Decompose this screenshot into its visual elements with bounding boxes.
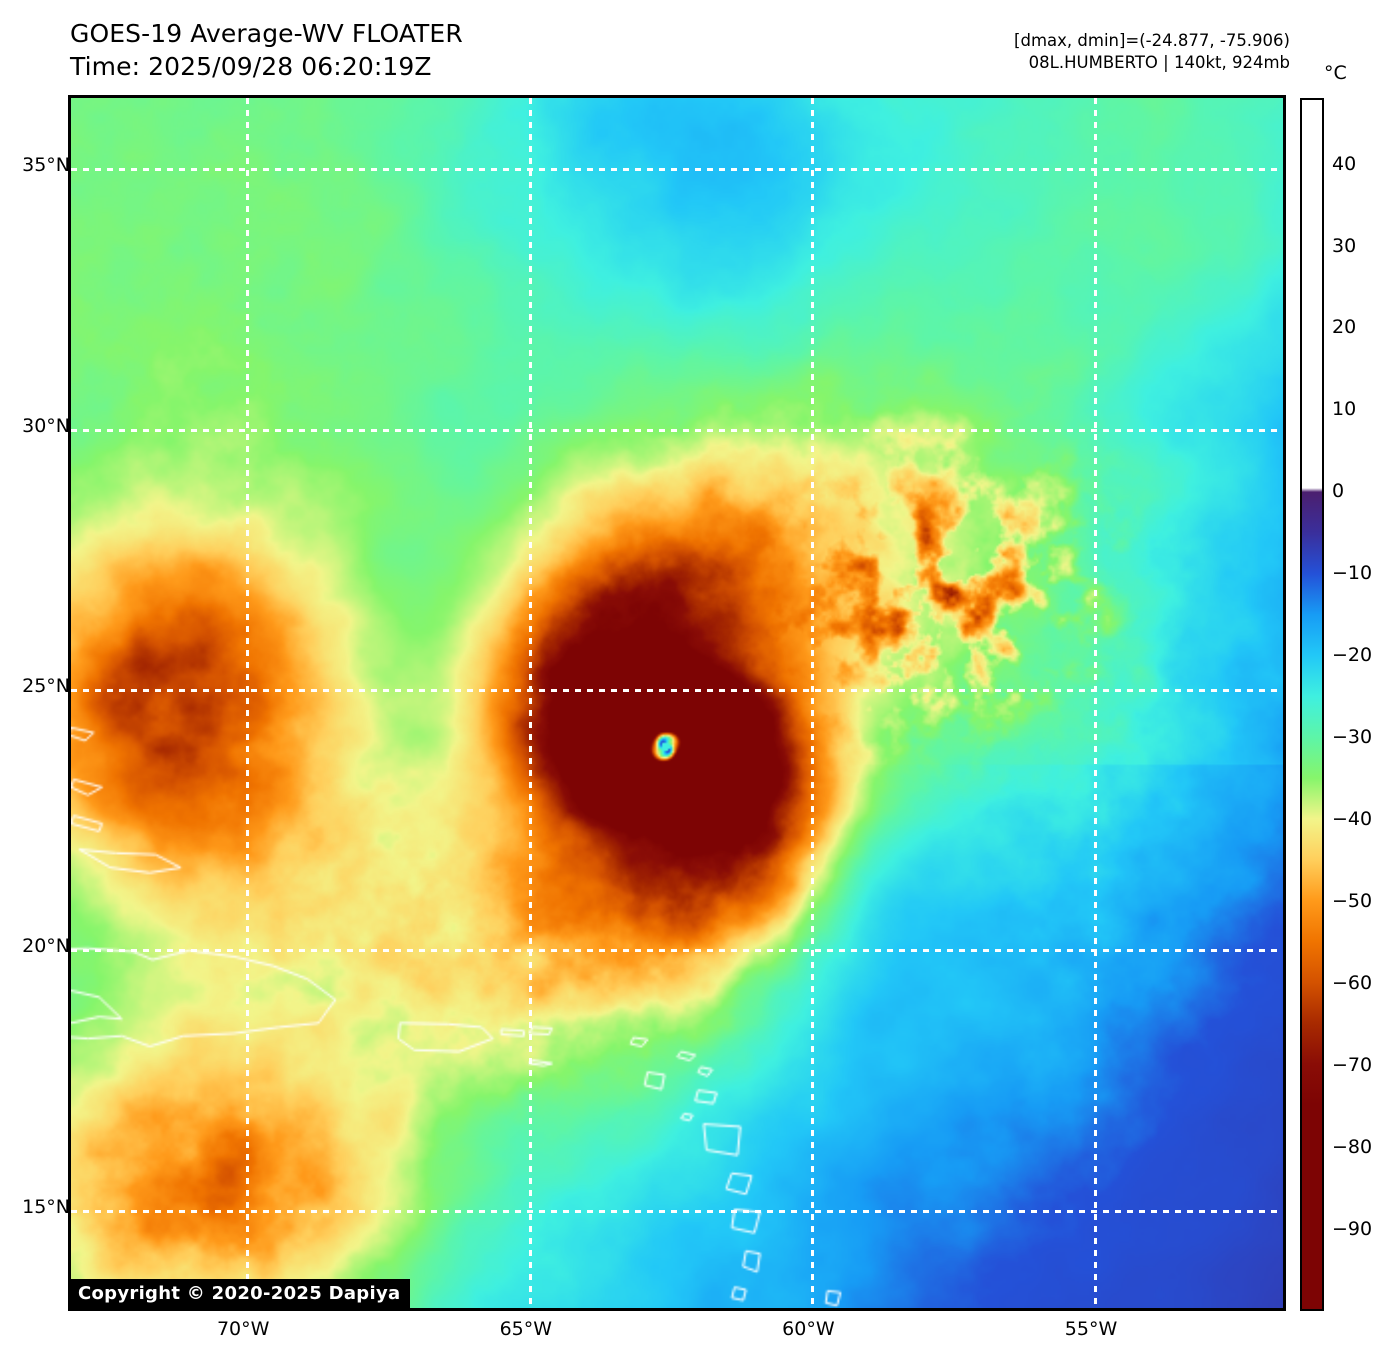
storm-info-text: 08L.HUMBERTO | 140kt, 924mb (1028, 53, 1290, 73)
header-title-block: GOES-19 Average-WV FLOATER Time: 2025/09… (70, 18, 463, 83)
lon-tick-label: 55°W (1064, 1318, 1118, 1340)
colorbar-tick-label: 20 (1332, 316, 1357, 339)
satellite-image-plot[interactable] (68, 95, 1286, 1311)
colorbar-tick-label: −70 (1332, 1054, 1373, 1077)
lat-tick-label: 35°N (22, 154, 70, 177)
data-range-text: [dmax, dmin]=(-24.877, -75.906) (1014, 31, 1290, 50)
satellite-imagery-canvas (71, 98, 1283, 1308)
colorbar-tick-label: −50 (1332, 890, 1373, 913)
lat-tick-label: 20°N (22, 935, 70, 958)
colorbar-tick-label: 30 (1332, 234, 1357, 257)
colorbar-gradient (1302, 100, 1322, 1309)
colorbar-tick-label: −80 (1332, 1136, 1373, 1159)
lat-tick-label: 30°N (22, 414, 70, 437)
lat-tick-label: 15°N (22, 1195, 70, 1218)
page-title: GOES-19 Average-WV FLOATER (70, 19, 463, 48)
colorbar-unit-label: °C (1324, 62, 1347, 84)
copyright-watermark: Copyright © 2020-2025 Dapiya (68, 1279, 411, 1309)
lat-tick-label: 25°N (22, 675, 70, 698)
colorbar-tick-label: −40 (1332, 808, 1373, 831)
colorbar-tick-label: 0 (1332, 480, 1345, 503)
colorbar-tick-label: −30 (1332, 726, 1373, 749)
lon-tick-label: 70°W (216, 1318, 270, 1340)
colorbar-tick-label: −60 (1332, 972, 1373, 995)
colorbar-tick-label: −10 (1332, 562, 1373, 585)
header-meta-block: [dmax, dmin]=(-24.877, -75.906) 08L.HUMB… (1014, 30, 1290, 75)
lon-tick-label: 60°W (782, 1318, 835, 1340)
colorbar-tick-label: −20 (1332, 644, 1373, 667)
colorbar[interactable] (1300, 98, 1324, 1311)
colorbar-tick-label: 40 (1332, 152, 1357, 175)
lon-tick-label: 65°W (499, 1318, 553, 1340)
colorbar-tick-label: 10 (1332, 398, 1357, 421)
timestamp: Time: 2025/09/28 06:20:19Z (70, 51, 432, 81)
colorbar-tick-label: −90 (1332, 1218, 1373, 1241)
